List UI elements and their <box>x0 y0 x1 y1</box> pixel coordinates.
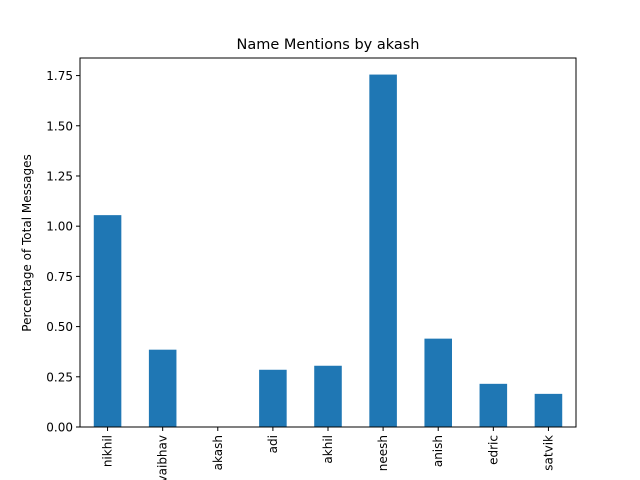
y-tick-label: 0.75 <box>46 270 73 284</box>
x-tick-label-anish: anish <box>431 435 445 467</box>
x-axis: nikhil vaibhav akash adi akhil neesh anish edri… <box>101 427 555 480</box>
x-tick-label-vaibhav: vaibhav <box>156 435 170 480</box>
bar-nikhil <box>93 215 122 427</box>
y-tick-label: 1.25 <box>46 169 73 183</box>
x-tick-label-neesh: neesh <box>376 435 390 471</box>
bars-group <box>93 74 563 427</box>
bar-adi <box>259 369 287 427</box>
x-tick-label-satvik: satvik <box>541 435 555 471</box>
bar-anish <box>424 338 452 427</box>
x-tick-label-edric: edric <box>486 435 500 465</box>
y-tick-label: 1.00 <box>46 220 73 234</box>
bar-satvik <box>534 393 563 427</box>
x-tick-label-akhil: akhil <box>321 435 335 464</box>
x-tick-label-akash: akash <box>211 435 225 470</box>
bar-akhil <box>314 365 342 427</box>
y-tick-label: 0.00 <box>46 421 73 435</box>
y-axis-label: Percentage of Total Messages <box>20 154 34 331</box>
y-axis: 0.00 0.25 0.50 0.75 1.00 1.25 1.50 1.75 <box>46 69 80 435</box>
x-tick-label-adi: adi <box>266 435 280 453</box>
bar-neesh <box>369 74 397 427</box>
bar-edric <box>479 383 508 427</box>
y-tick-label: 1.50 <box>46 119 73 133</box>
x-tick-label-nikhil: nikhil <box>101 435 115 467</box>
y-tick-label: 1.75 <box>46 69 73 83</box>
y-tick-label: 0.25 <box>46 370 73 384</box>
chart-title: Name Mentions by akash <box>237 37 420 53</box>
y-tick-label: 0.50 <box>46 320 73 334</box>
bar-vaibhav <box>148 349 177 427</box>
plot-area-frame <box>79 57 577 428</box>
